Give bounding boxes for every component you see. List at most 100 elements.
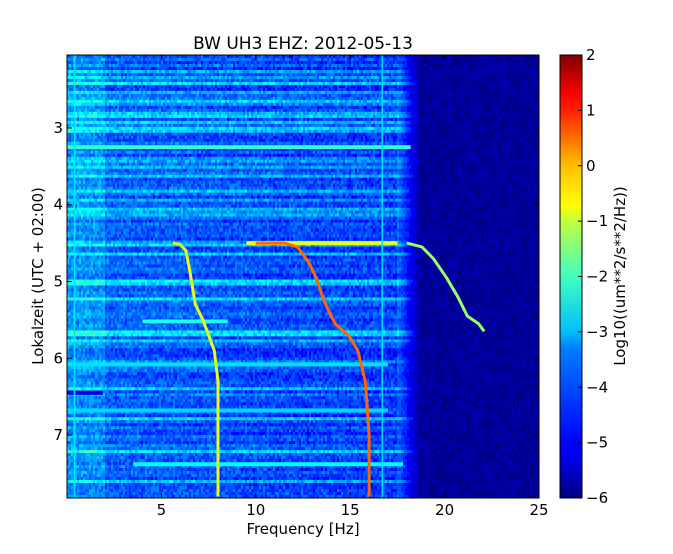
heatmap-cell (141, 156, 148, 161)
heatmap-cell (181, 81, 184, 86)
heatmap-cell (115, 147, 120, 152)
heatmap-cell (445, 99, 448, 104)
heatmap-cell (111, 111, 114, 116)
heatmap-cell (333, 87, 336, 92)
heatmap-cell (383, 147, 390, 152)
heatmap-cell (239, 99, 242, 104)
heatmap-cell (371, 156, 374, 161)
heatmap-cell (227, 114, 232, 119)
heatmap-cell (317, 135, 320, 140)
heatmap-cell (89, 75, 102, 80)
heatmap-cell (385, 114, 388, 119)
heatmap-cell (169, 69, 172, 74)
heatmap-cell (143, 153, 146, 158)
heatmap-cell (463, 96, 470, 101)
heatmap-cell (133, 55, 136, 59)
heatmap-cell (105, 60, 110, 65)
heatmap-cell (87, 117, 90, 122)
heatmap-cell (365, 114, 370, 119)
heatmap-cell (411, 99, 416, 104)
heatmap-cell (357, 96, 360, 101)
heatmap-cell (331, 126, 338, 131)
heatmap-cell (101, 66, 104, 71)
heatmap-cell (483, 66, 486, 71)
heatmap-cell (355, 99, 360, 104)
heatmap-cell (241, 135, 244, 140)
heatmap-cell (161, 102, 164, 107)
heatmap-cell (363, 66, 366, 71)
heatmap-cell (117, 135, 120, 140)
heatmap-cell (167, 138, 170, 143)
heatmap-cell (243, 87, 248, 92)
heatmap-cell (221, 111, 226, 116)
heatmap-cell (253, 126, 256, 131)
heatmap-cell (343, 117, 346, 122)
heatmap-cell (239, 75, 242, 80)
heatmap-cell (529, 96, 532, 101)
heatmap-cell (523, 75, 526, 80)
heatmap-cell (355, 147, 358, 152)
heatmap-cell (169, 57, 174, 62)
heatmap-cell (307, 81, 310, 86)
heatmap-cell (455, 114, 458, 119)
heatmap-cell (289, 81, 292, 86)
heatmap-cell (405, 153, 412, 158)
heatmap-cell (137, 141, 142, 146)
heatmap-cell (169, 99, 172, 104)
heatmap-cell (383, 153, 386, 158)
heatmap-cell (263, 132, 270, 137)
heatmap-cell (289, 153, 292, 158)
heatmap-cell (243, 102, 246, 107)
heatmap-cell (447, 60, 454, 65)
heatmap-cell (353, 108, 356, 113)
heatmap-cell (287, 150, 290, 155)
heatmap-cell (253, 66, 256, 71)
heatmap-cell (503, 102, 510, 107)
heatmap-cell (309, 81, 320, 86)
heatmap-cell (203, 117, 208, 122)
heatmap-cell (251, 108, 254, 113)
heatmap-cell (477, 84, 480, 89)
heatmap-cell (405, 150, 408, 155)
heatmap-cell (433, 150, 436, 155)
heatmap-cell (85, 114, 88, 119)
heatmap-cell (79, 147, 82, 152)
heatmap-cell (311, 141, 314, 146)
heatmap-cell (249, 159, 252, 164)
heatmap-cell (145, 57, 148, 62)
heatmap-cell (511, 55, 514, 59)
heatmap-cell (275, 126, 278, 131)
heatmap-cell (177, 126, 180, 131)
heatmap-cell (515, 144, 520, 149)
heatmap-cell (303, 60, 312, 65)
heatmap-cell (95, 150, 98, 155)
heatmap-cell (487, 96, 492, 101)
heatmap-cell (525, 144, 532, 149)
heatmap-cell (415, 93, 420, 98)
heatmap-cell (265, 135, 268, 140)
heatmap-cell (343, 129, 346, 134)
heatmap-cell (223, 72, 226, 77)
heatmap-cell (413, 55, 416, 59)
heatmap-cell (201, 150, 204, 155)
heatmap-cell (171, 93, 184, 98)
heatmap-cell (475, 93, 480, 98)
heatmap-cell (443, 135, 446, 140)
heatmap-cell (225, 102, 230, 107)
heatmap-cell (315, 111, 318, 116)
heatmap-cell (111, 120, 114, 125)
heatmap-cell (127, 159, 130, 164)
heatmap-cell (441, 66, 446, 71)
heatmap-cell (303, 114, 306, 119)
heatmap-cell (273, 138, 280, 143)
heatmap-cell (489, 135, 494, 140)
heatmap-cell (461, 102, 464, 107)
heatmap-cell (293, 105, 296, 110)
heatmap-cell (307, 66, 312, 71)
heatmap-cell (103, 117, 110, 122)
heatmap-cell (531, 75, 534, 80)
heatmap-cell (513, 63, 520, 68)
heatmap-cell (367, 96, 370, 101)
heatmap-cell (87, 108, 90, 113)
heatmap-cell (189, 102, 192, 107)
